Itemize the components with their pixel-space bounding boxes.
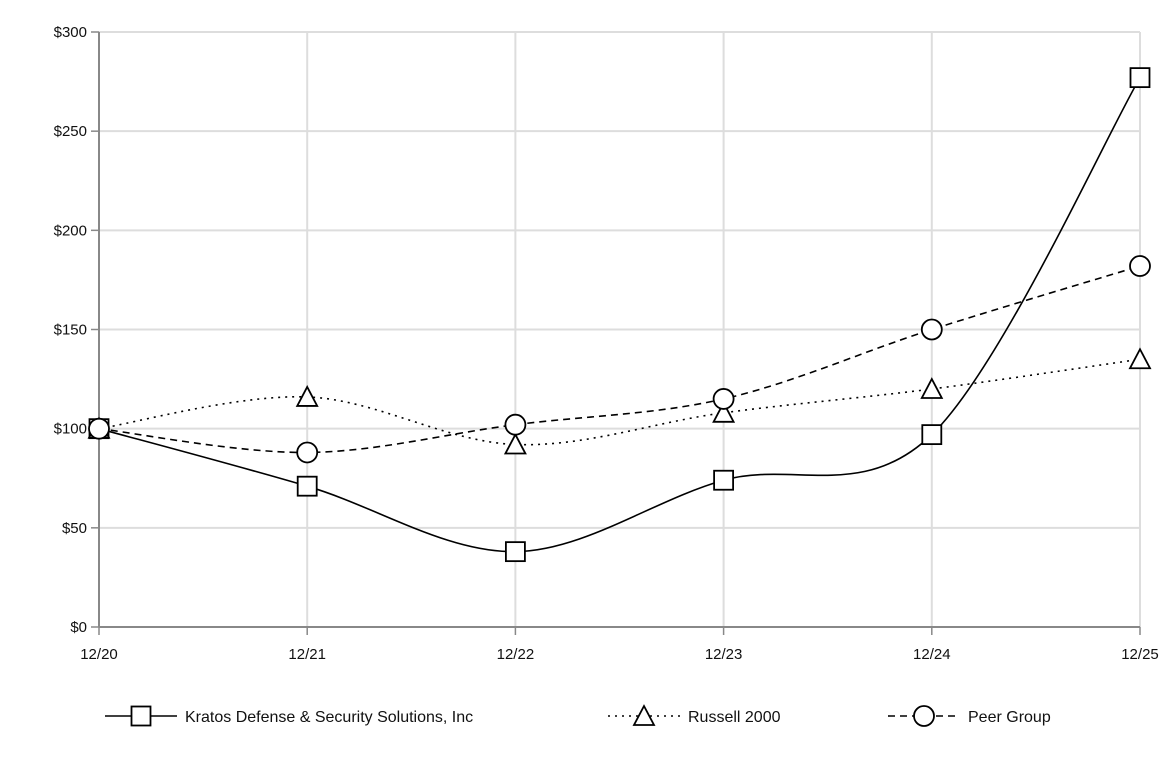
data-point-triangle — [920, 377, 944, 399]
y-tick-label: $150 — [54, 322, 87, 339]
legend-item: Peer Group — [888, 705, 1051, 727]
legend-marker-triangle — [632, 704, 656, 726]
legend-item: Kratos Defense & Security Solutions, Inc — [105, 705, 473, 727]
series-line-circle — [98, 265, 1141, 454]
data-point-square — [296, 475, 318, 497]
legend-marker-square — [130, 705, 152, 727]
data-point-triangle — [295, 385, 319, 407]
chart-legend: Kratos Defense & Security Solutions, Inc… — [105, 704, 1051, 727]
chart-series — [87, 67, 1152, 563]
chart-grid — [99, 31, 1141, 627]
data-point-triangle — [1128, 347, 1152, 370]
x-tick-label: 12/24 — [913, 646, 951, 663]
data-point-circle — [88, 417, 110, 440]
data-point-square — [504, 541, 526, 563]
data-point-square — [921, 424, 943, 446]
x-tick-label: 12/23 — [705, 646, 743, 663]
series-line-triangle — [98, 358, 1141, 446]
legend-item: Russell 2000 — [608, 704, 781, 726]
x-tick-label: 12/21 — [288, 646, 326, 663]
data-point-triangle — [503, 432, 527, 455]
y-tick-label: $200 — [54, 222, 87, 239]
data-point-circle — [920, 318, 943, 341]
data-point-square — [1129, 67, 1151, 89]
data-point-triangle — [712, 400, 736, 423]
data-point-circle — [504, 413, 527, 436]
data-point-circle — [712, 388, 735, 410]
data-point-square — [713, 469, 734, 491]
chart-axes: $0 $50 $100 $150 $200 $250 $300 12/20 12/21 12/22… — [54, 24, 1159, 663]
y-tick-label: $300 — [54, 24, 87, 41]
data-point-circle — [296, 441, 319, 464]
data-point-circle — [1129, 255, 1151, 277]
legend-marker-circle — [913, 705, 935, 727]
y-tick-label: $50 — [62, 520, 87, 537]
legend-label: Kratos Defense & Security Solutions, Inc — [185, 709, 473, 726]
legend-label: Peer Group — [968, 709, 1051, 726]
y-tick-label: $0 — [70, 619, 87, 636]
series-line-square — [98, 77, 1141, 553]
y-tick-label: $100 — [54, 421, 87, 438]
y-tick-label: $250 — [54, 123, 87, 140]
x-tick-label: 12/20 — [80, 646, 118, 663]
x-tick-label: 12/22 — [497, 646, 535, 663]
legend-label: Russell 2000 — [688, 709, 781, 726]
x-tick-label: 12/25 — [1121, 646, 1159, 663]
